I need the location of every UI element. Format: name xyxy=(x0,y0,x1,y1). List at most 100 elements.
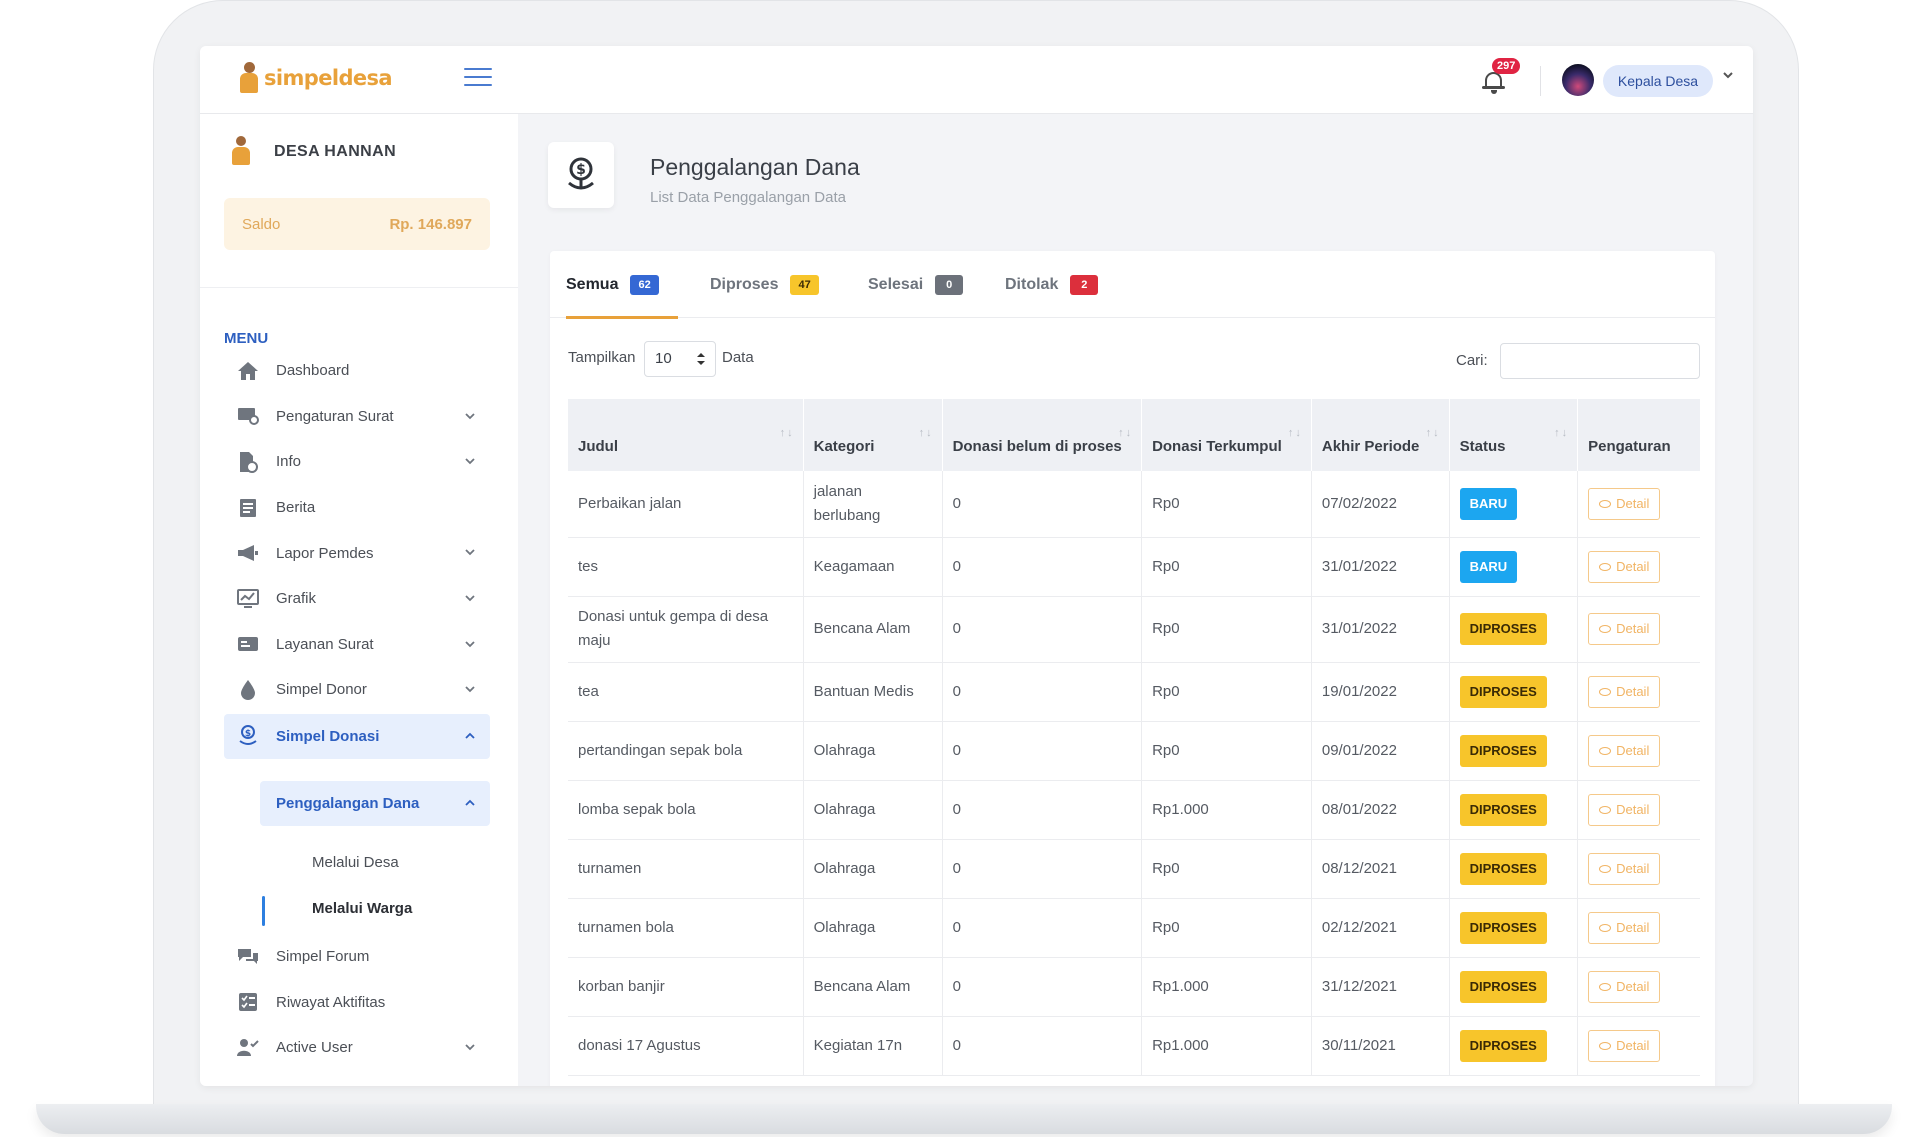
header-label: Status xyxy=(1459,438,1506,455)
donation-table: Judul ↑↓ Kategori ↑↓ Donasi belum di prose… xyxy=(568,399,1700,1076)
bell-icon[interactable] xyxy=(1482,68,1506,94)
eye-icon xyxy=(1599,923,1612,932)
cell-akhir-periode: 09/01/2022 xyxy=(1310,721,1450,781)
sidebar-item-label: Lapor Pemdes xyxy=(276,544,374,562)
sort-icon: ↑↓ xyxy=(1287,427,1303,439)
eye-icon xyxy=(1599,562,1612,571)
table-header-row: Judul ↑↓ Kategori ↑↓ Donasi belum di prose… xyxy=(568,399,1700,471)
sidebar-item-grafik[interactable]: Grafik xyxy=(224,576,490,622)
sidebar-item-penggalangan-dana[interactable]: Penggalangan Dana xyxy=(260,780,490,826)
detail-label: Detail xyxy=(1616,742,1650,758)
cell-kategori: Bantuan Medis xyxy=(802,662,943,722)
cell-donasi-terkumpul: Rp0 xyxy=(1141,898,1312,958)
table-row: pertandingan sepak bola Olahraga 0 Rp0 09/01… xyxy=(568,721,1700,781)
status-badge: BARU xyxy=(1459,550,1518,583)
cell-judul: donasi 17 Agustus xyxy=(568,1016,804,1076)
sidebar-item-simpel-forum[interactable]: Simpel Forum xyxy=(224,934,490,980)
cell-status: DIPROSES xyxy=(1448,662,1578,722)
tab-ditolak[interactable]: Ditolak 2 xyxy=(1005,251,1099,318)
sidebar-item-berita[interactable]: Berita xyxy=(224,485,490,531)
cell-akhir-periode: 08/12/2021 xyxy=(1310,839,1450,899)
chevron-down-icon xyxy=(465,640,475,647)
cell-donasi-terkumpul: Rp1.000 xyxy=(1141,1016,1312,1076)
sidebar-item-simpel-donasi[interactable]: $ Simpel Donasi xyxy=(224,713,490,759)
tab-count-badge: 0 xyxy=(935,274,964,295)
tab-diproses[interactable]: Diproses 47 xyxy=(710,251,819,318)
column-header-donasi-terkumpul[interactable]: Donasi Terkumpul ↑↓ xyxy=(1141,399,1312,471)
header-label: Judul xyxy=(578,438,618,455)
sidebar-item-info[interactable]: Info xyxy=(224,439,490,485)
page-size-value: 10 xyxy=(655,350,672,367)
cell-donasi-belum: 0 xyxy=(941,957,1142,1017)
detail-button[interactable]: Detail xyxy=(1588,970,1661,1003)
detail-button[interactable]: Detail xyxy=(1588,734,1661,767)
table-row: lomba sepak bola Olahraga 0 Rp1.000 08/01/20… xyxy=(568,780,1700,840)
sidebar-item-dashboard[interactable]: Dashboard xyxy=(224,348,490,394)
cell-pengaturan: Detail xyxy=(1577,537,1700,597)
sidebar-item-label: Riwayat Aktifitas xyxy=(276,993,386,1011)
sidebar-item-active-user[interactable]: Active User xyxy=(224,1025,490,1071)
chevron-down-icon[interactable] xyxy=(1721,68,1735,82)
cell-akhir-periode: 07/02/2022 xyxy=(1310,471,1450,538)
show-entries-label: Tampilkan xyxy=(568,349,636,366)
cell-donasi-terkumpul: Rp0 xyxy=(1141,537,1312,597)
status-badge: DIPROSES xyxy=(1459,911,1547,944)
status-badge: DIPROSES xyxy=(1459,734,1547,767)
sidebar-item-simpel-donor[interactable]: Simpel Donor xyxy=(224,667,490,713)
column-header-kategori[interactable]: Kategori ↑↓ xyxy=(802,399,943,471)
app-logo[interactable]: simpeldesa xyxy=(238,60,393,96)
eye-icon xyxy=(1599,625,1612,633)
detail-label: Detail xyxy=(1616,801,1650,817)
column-header-status[interactable]: Status ↑↓ xyxy=(1448,399,1578,471)
eye-icon xyxy=(1599,1041,1612,1050)
status-badge: DIPROSES xyxy=(1459,675,1547,708)
user-menu-button[interactable]: Kepala Desa xyxy=(1603,65,1713,97)
column-header-judul[interactable]: Judul ↑↓ xyxy=(568,399,804,471)
detail-button[interactable]: Detail xyxy=(1588,550,1661,583)
detail-label: Detail xyxy=(1616,558,1650,574)
cell-kategori: Kegiatan 17n xyxy=(802,1016,943,1076)
eye-icon xyxy=(1599,687,1612,696)
detail-button[interactable]: Detail xyxy=(1588,911,1661,944)
detail-label: Detail xyxy=(1616,978,1650,994)
detail-button[interactable]: Detail xyxy=(1588,793,1661,826)
page-title: Penggalangan Dana xyxy=(650,154,860,180)
detail-button[interactable]: Detail xyxy=(1588,613,1661,645)
cell-pengaturan: Detail xyxy=(1577,898,1700,958)
detail-button[interactable]: Detail xyxy=(1588,487,1661,520)
cell-pengaturan: Detail xyxy=(1577,780,1700,840)
main-content: $ Penggalangan Dana List Data Penggalang… xyxy=(518,114,1753,1086)
sidebar-item-melalui-desa[interactable]: Melalui Desa xyxy=(224,840,490,886)
avatar[interactable] xyxy=(1562,64,1594,96)
tab-selesai[interactable]: Selesai 0 xyxy=(868,251,964,318)
sort-icon: ↑↓ xyxy=(1118,427,1134,439)
sidebar-item-melalui-warga[interactable]: Melalui Warga xyxy=(224,886,490,932)
detail-button[interactable]: Detail xyxy=(1588,1029,1661,1062)
page-size-select[interactable]: 10 xyxy=(644,341,716,377)
search-label: Cari: xyxy=(1456,352,1488,369)
sidebar-item-pengaturan-surat[interactable]: Pengaturan Surat xyxy=(224,394,490,440)
column-header-donasi-belum[interactable]: Donasi belum di proses ↑↓ xyxy=(941,399,1142,471)
eye-icon xyxy=(1599,499,1612,508)
sidebar-item-lapor-pemdes[interactable]: Lapor Pemdes xyxy=(224,530,490,576)
hamburger-menu-icon[interactable] xyxy=(464,68,492,90)
top-bar: simpeldesa 297 Kepala Desa xyxy=(200,46,1753,114)
tab-count-badge: 62 xyxy=(630,274,659,295)
laptop-base xyxy=(36,1104,1892,1134)
column-header-akhir-periode[interactable]: Akhir Periode ↑↓ xyxy=(1310,399,1450,471)
search-input[interactable] xyxy=(1500,343,1700,379)
sidebar-item-layanan-surat[interactable]: Layanan Surat xyxy=(224,622,490,668)
sidebar-item-riwayat-aktifitas[interactable]: Riwayat Aktifitas xyxy=(224,979,490,1025)
cell-donasi-terkumpul: Rp0 xyxy=(1141,839,1312,899)
activity-list-icon xyxy=(236,990,260,1014)
detail-button[interactable]: Detail xyxy=(1588,852,1661,885)
cell-status: DIPROSES xyxy=(1448,957,1578,1017)
page-subtitle: List Data Penggalangan Data xyxy=(650,189,846,206)
tab-semua[interactable]: Semua 62 xyxy=(566,251,678,319)
cell-akhir-periode: 19/01/2022 xyxy=(1310,662,1450,722)
cell-akhir-periode: 31/01/2022 xyxy=(1310,596,1450,663)
cell-akhir-periode: 08/01/2022 xyxy=(1310,780,1450,840)
eye-icon xyxy=(1599,746,1612,755)
cell-status: DIPROSES xyxy=(1448,596,1578,663)
detail-button[interactable]: Detail xyxy=(1588,675,1661,708)
